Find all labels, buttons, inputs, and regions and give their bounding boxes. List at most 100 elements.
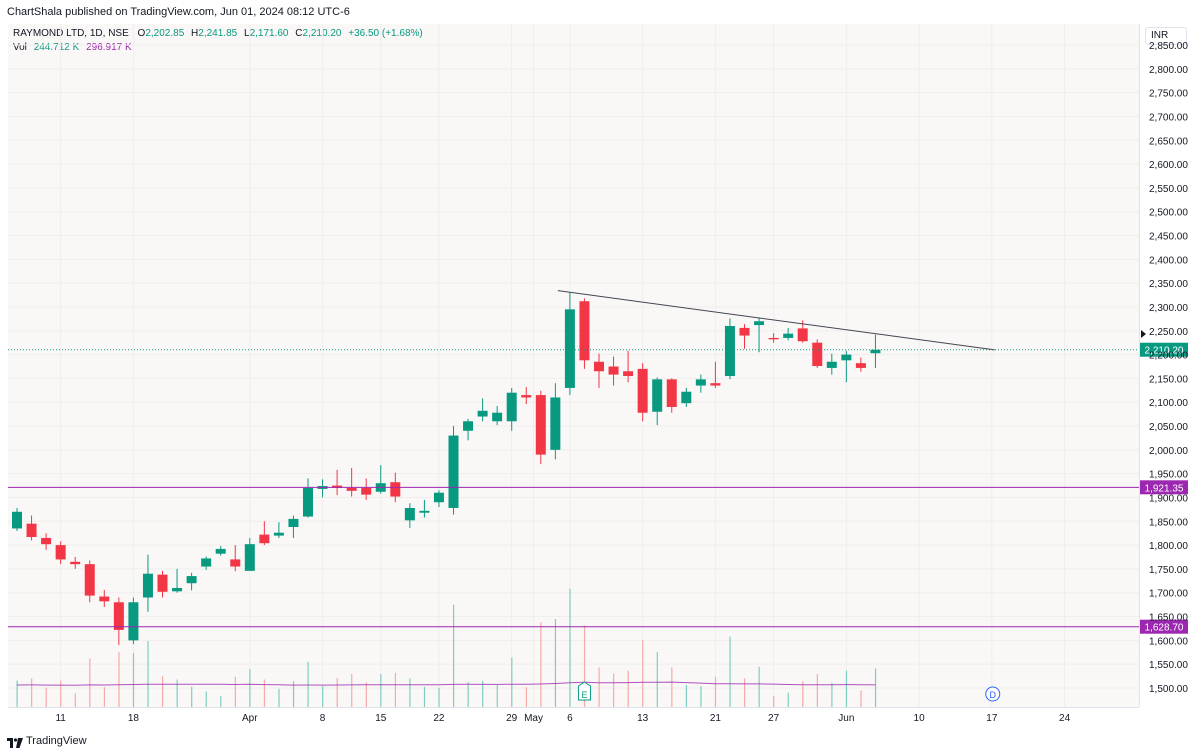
volume-bars — [16, 588, 877, 707]
candle-body — [26, 523, 37, 538]
price-tick-label: 2,250.00 — [1149, 327, 1188, 338]
volume-legend-row: Vol 244.712 K 296.917 K — [13, 41, 423, 55]
candle-body — [99, 596, 110, 602]
volume-bar — [249, 669, 251, 707]
overlays: 1,921.35 1,628.70 2,210.20 E D — [8, 290, 1188, 702]
candle-body — [419, 510, 430, 513]
volume-bar — [453, 604, 455, 707]
candle-body — [579, 301, 590, 361]
volume-label[interactable]: Vol — [13, 42, 27, 53]
time-tick-label: 13 — [637, 713, 649, 724]
candle-body — [492, 412, 503, 422]
dividend-event-icon[interactable]: D — [985, 686, 1001, 702]
price-tick-label: 2,850.00 — [1149, 41, 1188, 52]
level-price-tag — [1140, 619, 1188, 634]
volume-bar — [220, 696, 222, 707]
candle-body — [710, 383, 721, 386]
symbol-label[interactable]: RAYMOND LTD, 1D, NSE — [13, 28, 129, 39]
svg-text:D: D — [990, 690, 997, 700]
candle-body — [215, 548, 226, 554]
time-tick-label: 29 — [506, 713, 518, 724]
candle — [695, 374, 706, 393]
price-tick-label: 2,350.00 — [1149, 279, 1188, 290]
candle — [346, 467, 357, 497]
candle — [375, 465, 386, 494]
volume-bar — [74, 693, 76, 707]
price-scale[interactable] — [1139, 24, 1200, 707]
candle-body — [870, 349, 881, 354]
candle — [157, 570, 168, 598]
candle-body — [113, 602, 124, 630]
volume-bar — [860, 690, 862, 707]
price-tick-label: 2,100.00 — [1149, 398, 1188, 409]
volume-bar — [322, 686, 324, 707]
price-tick-label: 2,450.00 — [1149, 232, 1188, 243]
volume-bar — [831, 682, 833, 707]
candle-body — [142, 573, 153, 598]
candle — [215, 546, 226, 556]
volume-bar — [729, 636, 731, 707]
last-price-tag — [1140, 342, 1188, 357]
price-tick-label: 1,600.00 — [1149, 636, 1188, 647]
candle — [739, 324, 750, 349]
candle-body — [12, 511, 22, 529]
candle-body — [70, 561, 81, 565]
candle-body — [404, 507, 415, 521]
candle-body — [157, 574, 168, 592]
trendline — [557, 290, 995, 351]
time-scale[interactable] — [8, 707, 1139, 730]
price-tick-label: 1,800.00 — [1149, 541, 1188, 552]
svg-text:E: E — [581, 690, 587, 700]
candle — [55, 541, 66, 565]
candle — [506, 387, 517, 431]
grid-lines — [8, 24, 1139, 707]
price-tick-label: 2,000.00 — [1149, 446, 1188, 457]
candle-body — [652, 379, 663, 412]
candle-body — [841, 354, 852, 361]
candle — [142, 554, 153, 612]
volume-bar — [176, 679, 178, 707]
candle-body — [448, 435, 459, 508]
close-label: C — [295, 28, 303, 39]
candle-body — [303, 487, 313, 517]
earnings-event-icon[interactable]: E — [577, 681, 591, 701]
candle — [404, 503, 415, 528]
volume-bar — [147, 641, 149, 707]
currency-button[interactable]: INR — [1145, 27, 1187, 45]
candle-body — [594, 361, 604, 372]
volume-bar — [642, 639, 644, 707]
candle — [681, 387, 692, 407]
candle-body — [666, 379, 677, 407]
volume-bar — [89, 658, 91, 707]
candle-body — [41, 537, 52, 545]
candle-body — [768, 337, 779, 340]
volume-bar — [845, 670, 848, 707]
low-value: 2,171.60 — [249, 28, 289, 39]
low-label: L — [244, 28, 250, 39]
price-tick-label: 2,800.00 — [1149, 65, 1188, 76]
time-tick-label: 8 — [320, 713, 326, 724]
candle — [201, 556, 212, 570]
footer-brand[interactable]: TradingView — [26, 735, 87, 747]
time-tick-label: 18 — [128, 713, 140, 724]
volume-bar — [569, 588, 571, 707]
candle — [361, 478, 372, 500]
candle-body — [564, 309, 575, 388]
candle-body — [463, 421, 474, 431]
volume-bar — [132, 653, 135, 707]
candle — [666, 378, 677, 413]
candle — [113, 597, 124, 646]
volume-bar — [365, 682, 367, 707]
candle-body — [186, 576, 197, 584]
volume-bar — [583, 625, 586, 707]
candle — [710, 361, 721, 388]
candle-body — [361, 487, 372, 495]
tradingview-logo-icon[interactable] — [7, 738, 23, 748]
candle — [172, 568, 183, 593]
price-tick-label: 2,200.00 — [1149, 351, 1188, 362]
candle-body — [230, 559, 241, 567]
candle — [419, 499, 430, 518]
time-tick-label: May — [524, 713, 543, 724]
candle-body — [84, 564, 95, 596]
candle — [463, 418, 474, 441]
